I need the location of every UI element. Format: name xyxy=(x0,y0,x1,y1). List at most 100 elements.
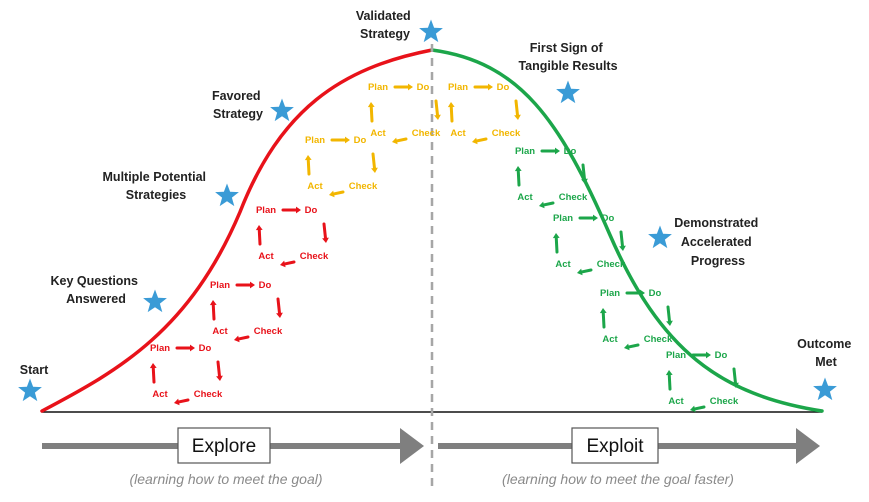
cycle-arrowhead xyxy=(174,398,180,406)
cycle-arrow xyxy=(211,303,216,321)
explore-curve xyxy=(40,48,434,413)
cycle-arrow xyxy=(580,268,593,274)
cycle-arrow xyxy=(322,222,327,240)
cycle-arrowhead xyxy=(280,260,286,268)
cycle-arrowhead xyxy=(640,289,645,297)
cycle-arrowhead xyxy=(539,201,545,209)
pdca-cycle: Plan Do Check Act xyxy=(209,280,283,343)
cycle-do-label: Do xyxy=(259,280,272,291)
cycle-do-label: Do xyxy=(649,288,662,299)
cycle-arrowhead xyxy=(555,147,560,155)
cycle-arrow xyxy=(332,190,345,196)
milestone-star-icon xyxy=(143,289,167,313)
cycle-act-label: Act xyxy=(152,389,168,400)
cycle-arrow xyxy=(542,201,555,207)
cycle-arrowhead xyxy=(472,137,478,145)
cycle-arrow xyxy=(449,105,454,123)
cycle-arrowhead xyxy=(322,237,329,243)
cycle-arrow xyxy=(276,297,281,315)
pdca-cycle: Plan Do Check Act xyxy=(552,213,626,276)
cycle-arrow xyxy=(601,311,606,329)
cycle-arrowhead xyxy=(488,83,493,91)
cycle-check-label: Check xyxy=(492,128,521,139)
cycle-plan-label: Plan xyxy=(448,82,468,93)
cycle-arrowhead xyxy=(329,190,335,198)
cycle-arrow xyxy=(237,335,250,341)
milestone-key-questions: Key Questions Answered xyxy=(50,274,141,306)
cycle-plan-label: Plan xyxy=(210,280,230,291)
cycle-arrowhead xyxy=(665,370,673,376)
cycle-arrow xyxy=(619,230,624,248)
milestone-star-icon xyxy=(648,225,672,249)
cycle-arrowhead xyxy=(581,178,588,184)
milestone-star-icon xyxy=(270,98,294,122)
cycle-arrowhead xyxy=(345,136,350,144)
cycle-arrow xyxy=(257,228,262,246)
cycle-arrowhead xyxy=(234,335,240,343)
cycle-arrowhead xyxy=(255,225,263,231)
cycle-arrow xyxy=(514,99,519,117)
cycle-act-label: Act xyxy=(668,396,684,407)
cycle-plan-label: Plan xyxy=(515,146,535,157)
cycle-arrowhead xyxy=(392,137,398,145)
exploit-subtitle: (learning how to meet the goal faster) xyxy=(502,471,734,487)
cycle-act-label: Act xyxy=(258,251,274,262)
milestone-start: Start xyxy=(20,363,49,377)
cycle-arrow xyxy=(395,137,408,143)
cycle-arrowhead xyxy=(593,214,598,222)
pdca-cycle: Plan Do Check Act xyxy=(149,343,223,406)
cycle-arrowhead xyxy=(599,308,607,314)
cycle-arrowhead xyxy=(732,382,739,388)
cycle-plan-label: Plan xyxy=(256,205,276,216)
milestone-demonstrated: Demonstrated Accelerated Progress xyxy=(674,216,762,268)
pdca-cycle: Plan Do Check Act xyxy=(255,205,329,268)
cycle-arrow xyxy=(554,236,559,254)
pdca-cycle: Plan Do Check Act xyxy=(599,288,673,351)
cycle-check-label: Check xyxy=(194,389,223,400)
explore-box xyxy=(177,427,271,464)
cycle-act-label: Act xyxy=(555,259,571,270)
cycle-arrowhead xyxy=(514,114,521,120)
pdca-cycle: Plan Do Check Act xyxy=(304,135,378,198)
cycle-arrow xyxy=(151,366,156,384)
cycle-arrowhead xyxy=(371,167,378,173)
cycle-plan-label: Plan xyxy=(368,82,388,93)
cycle-check-label: Check xyxy=(412,128,441,139)
cycle-do-label: Do xyxy=(497,82,510,93)
exploit-label: Exploit xyxy=(586,436,644,457)
cycle-act-label: Act xyxy=(450,128,466,139)
cycle-arrow xyxy=(475,137,488,143)
cycle-do-label: Do xyxy=(305,205,318,216)
cycle-arrow xyxy=(666,305,671,323)
cycle-act-label: Act xyxy=(517,192,533,203)
cycle-arrow xyxy=(732,367,737,385)
cycle-arrow xyxy=(667,373,672,391)
cycle-do-label: Do xyxy=(354,135,367,146)
cycle-arrow xyxy=(516,169,521,187)
cycle-do-label: Do xyxy=(602,213,615,224)
cycle-arrowhead xyxy=(276,312,283,318)
cycle-arrowhead xyxy=(514,166,522,172)
cycle-plan-label: Plan xyxy=(305,135,325,146)
cycle-check-label: Check xyxy=(254,326,283,337)
cycle-arrowhead xyxy=(216,375,223,381)
cycle-arrow xyxy=(216,360,221,378)
stars-layer xyxy=(18,19,837,402)
cycle-arrowhead xyxy=(624,343,630,351)
cycle-arrow xyxy=(627,343,640,349)
cycle-arrowhead xyxy=(209,300,217,306)
cycle-do-label: Do xyxy=(199,343,212,354)
cycle-arrowhead xyxy=(619,245,626,251)
milestone-first-sign: First Sign of Tangible Results xyxy=(518,41,617,73)
pdca-cycle: Plan Do Check Act xyxy=(665,350,739,413)
milestone-star-icon xyxy=(18,378,42,402)
cycle-arrow xyxy=(306,158,311,176)
cycle-arrow xyxy=(434,99,439,117)
cycle-arrow xyxy=(693,405,706,411)
exploit-curve xyxy=(430,48,824,413)
cycles-layer: Plan Do Check Act Plan Do Check Act Plan Do Check A… xyxy=(149,82,739,413)
cycle-arrowhead xyxy=(367,102,375,108)
explore-label: Explore xyxy=(192,436,256,457)
